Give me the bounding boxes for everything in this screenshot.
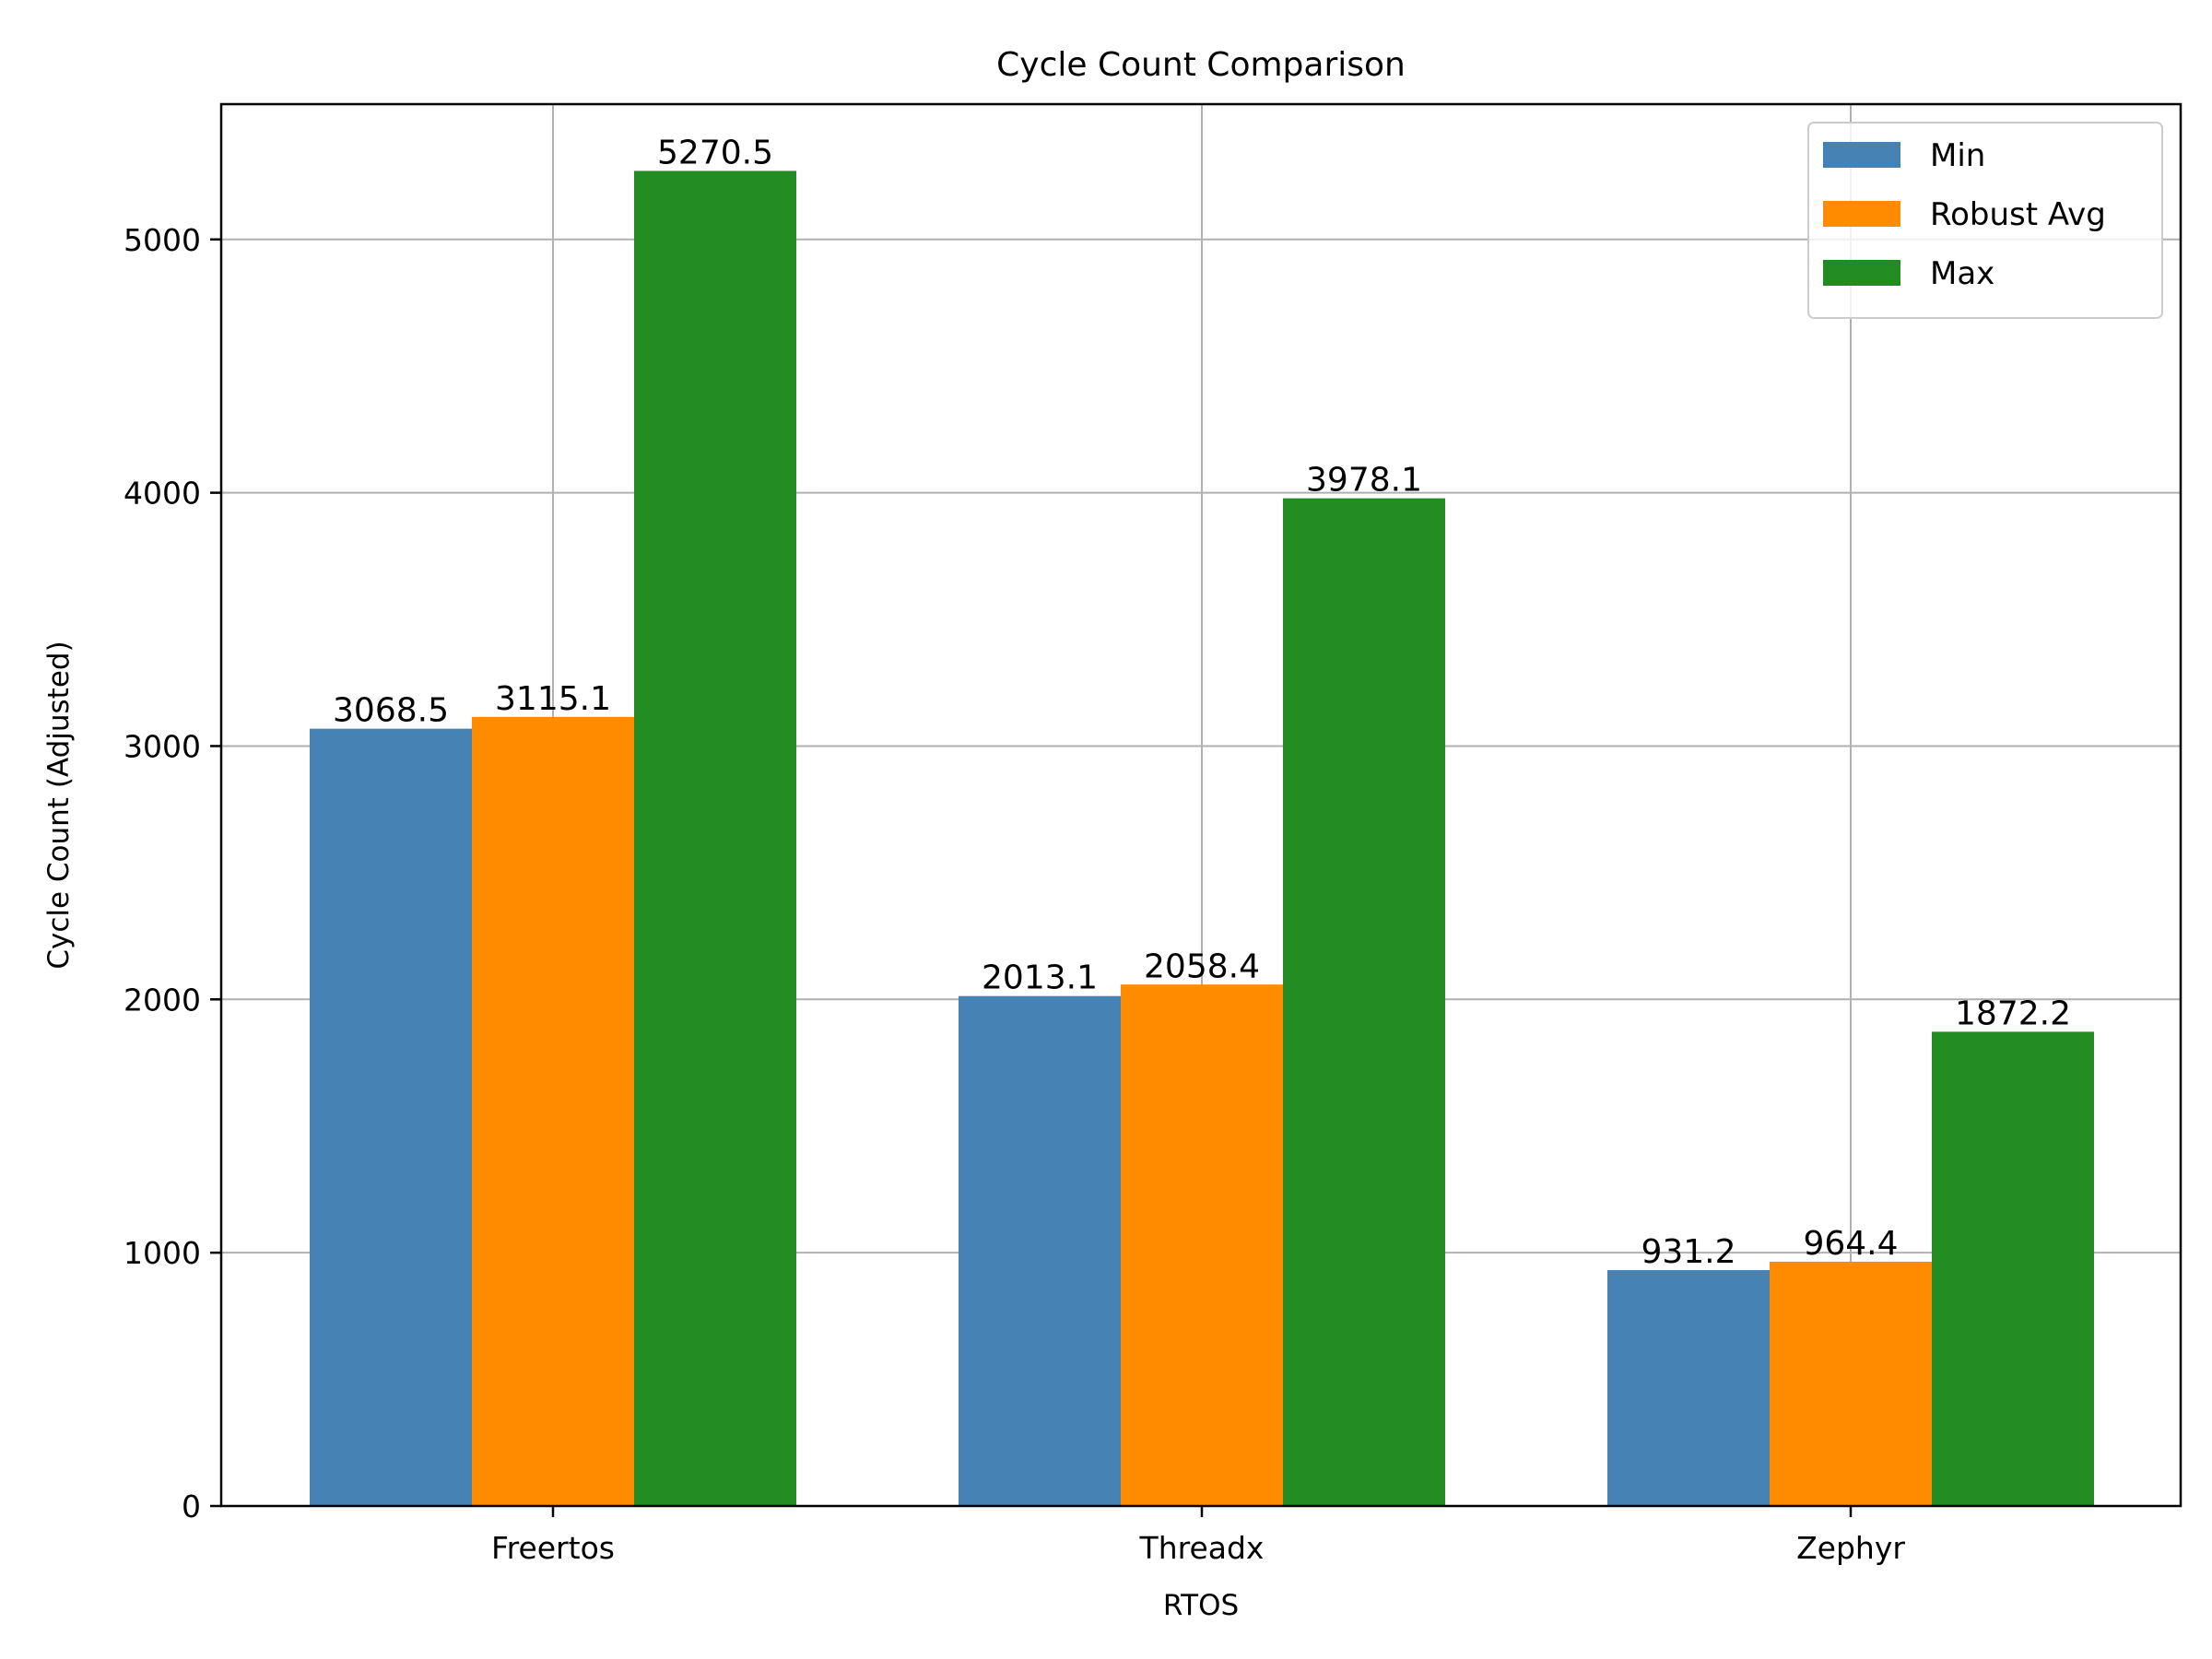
bar-value-label: 3068.5 — [333, 692, 449, 730]
bar-robust-avg-zephyr — [1770, 1261, 1932, 1506]
bar-value-label: 1872.2 — [1955, 994, 2071, 1032]
y-tick-label: 3000 — [124, 728, 201, 764]
bar-value-label: 2058.4 — [1144, 947, 1260, 985]
bar-value-label: 2013.1 — [982, 959, 1098, 997]
legend-swatch-min — [1823, 142, 1900, 168]
axis-ticks: 0 1000 2000 3000 4000 5000 Freertos Threadx Zeph… — [124, 222, 1905, 1566]
bar-value-label: 3115.1 — [495, 680, 611, 718]
x-tick-label-freertos: Freertos — [491, 1530, 615, 1566]
y-tick-label: 1000 — [124, 1235, 201, 1271]
bar-robust-avg-threadx — [1121, 984, 1283, 1506]
bars — [310, 171, 2094, 1507]
y-tick-label: 0 — [182, 1488, 201, 1524]
bar-max-zephyr — [1932, 1031, 2094, 1506]
x-tick-label-zephyr: Zephyr — [1796, 1530, 1905, 1566]
bar-value-label: 5270.5 — [657, 134, 773, 171]
y-tick-label: 4000 — [124, 476, 201, 512]
bar-max-freertos — [634, 171, 796, 1507]
legend-label-max: Max — [1930, 255, 1994, 292]
bar-min-threadx — [959, 995, 1121, 1506]
bar-value-label: 931.2 — [1641, 1233, 1735, 1271]
x-axis-label: RTOS — [1163, 1589, 1239, 1622]
bar-min-freertos — [310, 728, 472, 1506]
legend-swatch-robust-avg — [1823, 201, 1900, 227]
bar-value-label: 964.4 — [1803, 1225, 1898, 1263]
legend-label-min: Min — [1930, 137, 1985, 174]
legend-label-robust-avg: Robust Avg — [1930, 196, 2106, 233]
bar-robust-avg-freertos — [472, 716, 634, 1506]
bar-value-labels: 3068.5 2013.1 931.2 3115.1 2058.4 964.4 5270.5… — [333, 134, 2071, 1271]
legend-swatch-max — [1823, 260, 1900, 286]
bar-min-zephyr — [1607, 1270, 1770, 1506]
x-tick-label-threadx: Threadx — [1139, 1530, 1265, 1566]
legend: Min Robust Avg Max — [1807, 122, 2163, 319]
chart-title: Cycle Count Comparison — [996, 46, 1406, 84]
bar-value-label: 3978.1 — [1306, 462, 1422, 500]
bar-max-threadx — [1283, 498, 1445, 1506]
y-axis-label: Cycle Count (Adjusted) — [42, 641, 76, 969]
y-tick-label: 2000 — [124, 982, 201, 1018]
y-tick-label: 5000 — [124, 222, 201, 258]
